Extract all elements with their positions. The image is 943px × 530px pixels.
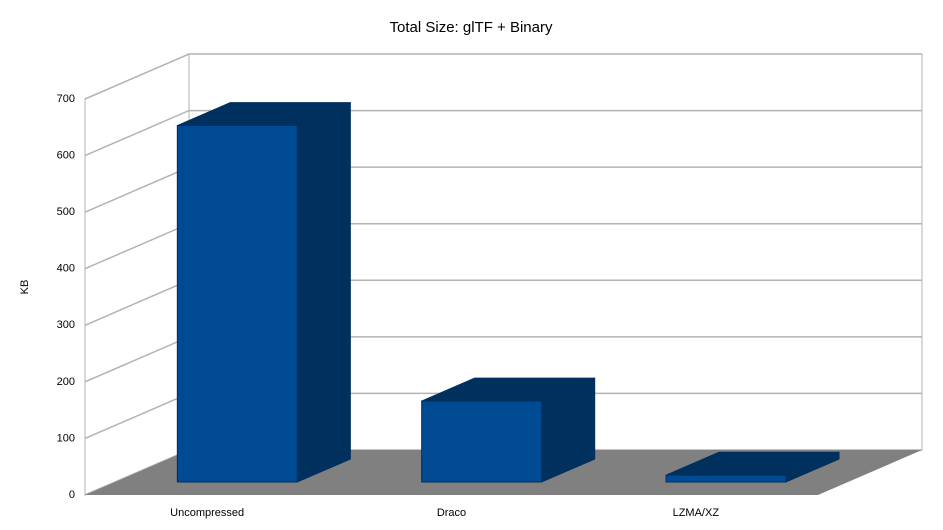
grid-line xyxy=(84,109,922,157)
x-tick-label: Draco xyxy=(437,507,466,519)
bar-front xyxy=(665,474,787,483)
y-tick-label: 200 xyxy=(57,376,75,388)
grid-line xyxy=(84,53,922,100)
x-tick-label: LZMA/XZ xyxy=(673,507,720,519)
y-tick-label: 700 xyxy=(57,93,75,105)
y-tick-label: 500 xyxy=(57,206,75,218)
x-tick-label: Uncompressed xyxy=(170,507,244,519)
y-tick-label: 400 xyxy=(57,263,75,275)
bar-front xyxy=(176,125,298,483)
y-axis-label: KB xyxy=(19,280,31,295)
y-tick-label: 300 xyxy=(57,319,75,331)
bar-front xyxy=(421,400,543,483)
y-tick-label: 0 xyxy=(69,489,75,501)
bar xyxy=(421,377,596,483)
bar-side xyxy=(296,102,351,483)
y-tick-label: 100 xyxy=(57,432,75,444)
y-tick-label: 600 xyxy=(57,149,75,161)
bar xyxy=(176,102,351,483)
left-wall xyxy=(84,53,190,496)
bar xyxy=(665,451,840,483)
chart-title: Total Size: glTF + Binary xyxy=(390,19,553,36)
